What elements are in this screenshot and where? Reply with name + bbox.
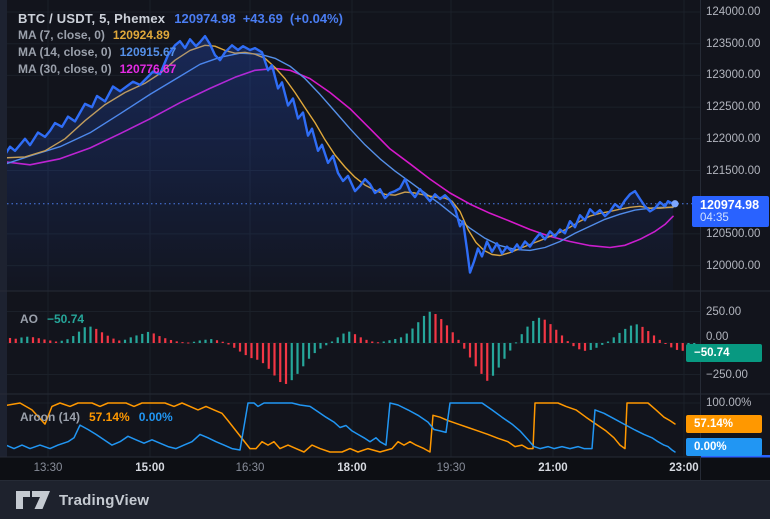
axis-price-label: 120500.00 <box>706 227 761 240</box>
symbol-title[interactable]: BTC / USDT, 5, Phemex <box>18 11 166 26</box>
ma14-value: 120915.67 <box>119 45 177 59</box>
aroon-down-badge-text: 0.00% <box>694 441 727 453</box>
ma30-label: MA (30, close, 0) <box>18 62 112 76</box>
current-price-badge: 120974.98 04:35 <box>692 196 769 227</box>
tradingview-logo-text: TradingView <box>59 491 150 509</box>
axis-price-label: 120000.00 <box>706 259 761 272</box>
aroon-down-badge: 0.00% <box>686 438 762 456</box>
axis-time-label: 23:00 <box>669 462 699 474</box>
aroon-up-badge-text: 57.14% <box>694 418 734 430</box>
aroon-up-badge: 57.14% <box>686 415 762 433</box>
chart-overlay: BTC / USDT, 5, Phemex 120974.98 +43.69 (+0… <box>18 6 769 474</box>
legend-ma14[interactable]: MA (14, close, 0) 120915.67 <box>18 45 350 62</box>
legend-ma30[interactable]: MA (30, close, 0) 120776.67 <box>18 62 350 79</box>
aroon-up-value: 57.14% <box>89 410 130 424</box>
axis-time-label: 21:00 <box>538 462 568 474</box>
tradingview-logo-link[interactable]: TradingView <box>16 490 150 510</box>
axis-price-label: 122000.00 <box>706 132 761 145</box>
aroon-label: Aroon (14) <box>20 410 80 424</box>
axis-time-label: 19:30 <box>436 462 466 474</box>
axis-time-label: 18:00 <box>337 462 367 474</box>
ao-value-badge: −50.74 <box>686 344 762 362</box>
axis-time-label: 15:00 <box>135 462 165 474</box>
axis-time-label: 13:30 <box>33 462 63 474</box>
price-change-pct: (+0.04%) <box>289 11 343 26</box>
bar-countdown: 04:35 <box>700 212 729 224</box>
main-legend: BTC / USDT, 5, Phemex 120974.98 +43.69 (+0… <box>18 11 350 79</box>
axis-price-label: 124000.00 <box>706 6 761 18</box>
legend-ma7[interactable]: MA (7, close, 0) 120924.89 <box>18 28 350 45</box>
ao-value: −50.74 <box>47 312 85 326</box>
aroon-down-value: 0.00% <box>138 410 173 424</box>
axis-price-label: 121500.00 <box>706 164 761 177</box>
ao-badge-text: −50.74 <box>694 347 730 359</box>
footer-bar: TradingView <box>0 480 770 519</box>
ao-label: AO <box>20 312 38 326</box>
axis-price-label: 100.00% <box>706 397 752 409</box>
tradingview-logo-icon <box>16 490 50 509</box>
last-price: 120974.98 <box>174 11 236 26</box>
axis-price-label: 0.00 <box>706 330 729 343</box>
price-change: +43.69 <box>242 11 283 26</box>
symbol-values: 120974.98 +43.69 (+0.04%) <box>174 11 350 26</box>
aroon-legend[interactable]: Aroon (14) 57.14% 0.00% <box>20 410 173 424</box>
symbol-legend-row[interactable]: BTC / USDT, 5, Phemex 120974.98 +43.69 (+0… <box>18 11 350 28</box>
axis-price-label: 250.00 <box>706 305 742 318</box>
chart-canvas[interactable] <box>0 0 770 480</box>
axis-price-label: 123000.00 <box>706 69 761 82</box>
axis-price-label: 123500.00 <box>706 37 761 50</box>
axis-time-label: 16:30 <box>235 462 265 474</box>
current-price-text: 120974.98 <box>700 198 760 212</box>
ma7-label: MA (7, close, 0) <box>18 28 105 42</box>
axis-price-label: 122500.00 <box>706 101 761 114</box>
ma30-value: 120776.67 <box>119 62 177 76</box>
axis-price-label: −250.00 <box>706 368 748 381</box>
ma7-value: 120924.89 <box>112 28 170 42</box>
ma14-label: MA (14, close, 0) <box>18 45 112 59</box>
ao-legend[interactable]: AO −50.74 <box>20 312 84 326</box>
